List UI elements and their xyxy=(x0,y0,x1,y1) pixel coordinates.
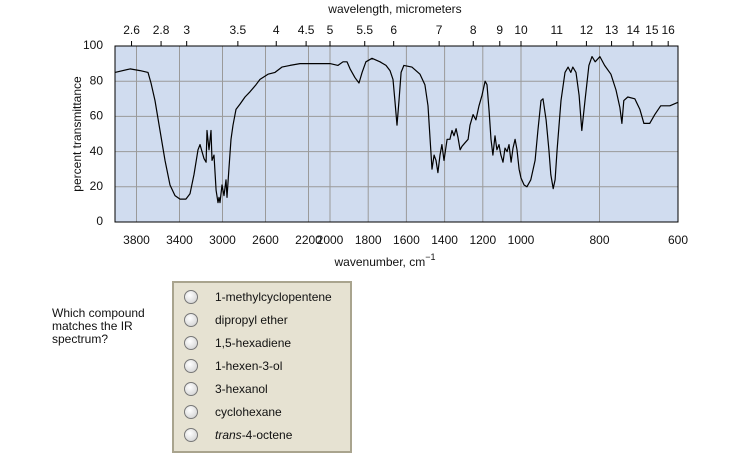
option[interactable]: 3-hexanol xyxy=(184,379,268,399)
x2-tick-label: 3 xyxy=(183,23,190,37)
x-tick-label: 2000 xyxy=(317,233,344,247)
option-label: 1,5-hexadiene xyxy=(215,336,292,350)
x2-tick-label: 7 xyxy=(436,23,443,37)
radio-button[interactable] xyxy=(184,382,198,396)
x-tick-label: 3800 xyxy=(123,233,150,247)
y-axis-title: percent transmittance xyxy=(70,76,84,192)
x2-tick-label: 4.5 xyxy=(298,23,315,37)
option[interactable]: 1,5-hexadiene xyxy=(184,333,291,353)
option-italic: trans xyxy=(215,428,242,442)
y-tick-label: 100 xyxy=(83,38,103,52)
x-tick-label: 3000 xyxy=(209,233,236,247)
radio-button[interactable] xyxy=(184,313,198,327)
x-axis-title: wavenumber, cm−1 xyxy=(334,252,436,269)
x-tick-label: 600 xyxy=(668,233,688,247)
x2-tick-label: 11 xyxy=(550,23,563,37)
x2-tick-label: 8 xyxy=(470,23,477,37)
x-tick-label: 1800 xyxy=(355,233,382,247)
x-tick-label: 1400 xyxy=(431,233,458,247)
y-tick-label: 60 xyxy=(90,109,104,123)
option-label: 1-hexen-3-ol xyxy=(215,359,283,373)
x-tick-label: 1000 xyxy=(508,233,535,247)
plot-border xyxy=(114,45,679,223)
x-tick-label: 1200 xyxy=(469,233,496,247)
x2-tick-label: 16 xyxy=(662,23,676,37)
x-axis-title-text: wavenumber, cm xyxy=(334,255,426,269)
options-box: 1-methylcyclopentene dipropyl ether 1,5-he… xyxy=(172,281,352,453)
plot-area xyxy=(115,46,678,222)
x2-tick-label: 2.8 xyxy=(153,23,170,37)
y-tick-label: 40 xyxy=(90,144,104,158)
spectrum-line xyxy=(114,56,679,204)
option-label: 3-hexanol xyxy=(215,382,268,396)
option-label: -4-octene xyxy=(241,428,293,442)
x-tick-label: 2200 xyxy=(295,233,322,247)
option[interactable]: dipropyl ether xyxy=(184,310,288,330)
y-tick-label: 80 xyxy=(90,73,104,87)
option[interactable]: cyclohexane xyxy=(184,402,282,422)
radio-button[interactable] xyxy=(184,428,198,442)
option-label: 1-methylcyclopentene xyxy=(215,290,332,304)
question-text: Which compound matches the IR spectrum? xyxy=(52,306,145,346)
x2-tick-label: 5.5 xyxy=(356,23,373,37)
x2-tick-label: 5 xyxy=(327,23,334,37)
y-tick-label: 20 xyxy=(90,179,104,193)
chart: wavelength, micrometers wavenumber, cm−1… xyxy=(70,2,688,269)
x-tick-label: 1600 xyxy=(393,233,420,247)
x2-tick-label: 4 xyxy=(273,23,280,37)
x2-tick-label: 2.6 xyxy=(123,23,140,37)
x2-tick-label: 6 xyxy=(390,23,397,37)
x2-tick-label: 15 xyxy=(645,23,659,37)
x-tick-label: 800 xyxy=(589,233,609,247)
x2-tick-label: 14 xyxy=(626,23,640,37)
x2-tick-label: 10 xyxy=(514,23,528,37)
x2-tick-label: 12 xyxy=(580,23,594,37)
y-tick-label: 0 xyxy=(96,214,103,228)
x2-tick-label: 9 xyxy=(496,23,503,37)
x2-tick-label: 3.5 xyxy=(230,23,247,37)
x2-tick-label: 13 xyxy=(605,23,619,37)
x-tick-label: 3400 xyxy=(166,233,193,247)
radio-button[interactable] xyxy=(184,290,198,304)
radio-button[interactable] xyxy=(184,359,198,373)
x-tick-label: 2600 xyxy=(252,233,279,247)
radio-button[interactable] xyxy=(184,336,198,350)
x2-axis-title: wavelength, micrometers xyxy=(327,2,461,16)
radio-button[interactable] xyxy=(184,405,198,419)
option-label: dipropyl ether xyxy=(215,313,288,327)
option[interactable]: 1-methylcyclopentene xyxy=(184,287,332,307)
option[interactable]: trans -4-octene xyxy=(184,425,292,445)
x-axis-title-sup: −1 xyxy=(425,252,435,262)
option-label: cyclohexane xyxy=(215,405,282,419)
option[interactable]: 1-hexen-3-ol xyxy=(184,356,282,376)
